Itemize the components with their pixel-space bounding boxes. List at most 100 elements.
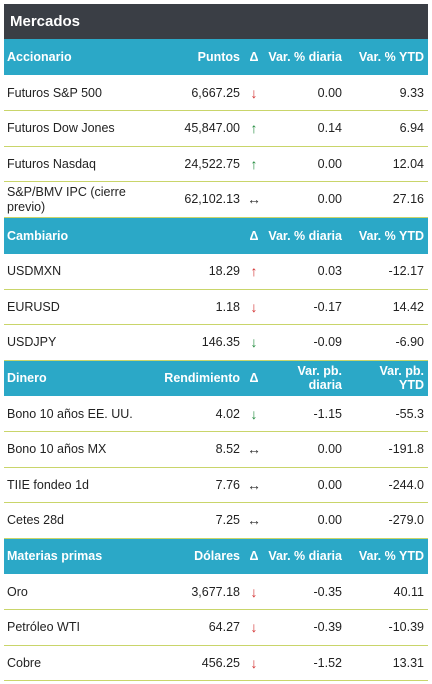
column-header-daily-change: Var. % diaria — [264, 217, 348, 254]
instrument-value: 24,522.75 — [156, 146, 244, 182]
column-header-delta: Δ — [244, 538, 264, 574]
table-row: Oro 3,677.18 ↓ -0.35 40.11 — [4, 574, 428, 610]
daily-change: 0.00 — [264, 467, 348, 503]
instrument-name: Futuros S&P 500 — [4, 75, 156, 111]
instrument-value: 4.02 — [156, 396, 244, 432]
column-header-ytd-change: Var. % YTD — [348, 39, 428, 75]
trend-arrow-icon: ↑ — [244, 253, 264, 290]
table-row: Futuros Dow Jones 45,847.00 ↑ 0.14 6.94 — [4, 110, 428, 147]
table-row: EURUSD 1.18 ↓ -0.17 14.42 — [4, 289, 428, 325]
trend-arrow-icon: ↑ — [244, 110, 264, 147]
section-title: Cambiario — [4, 217, 156, 254]
column-header-value: Dólares — [156, 538, 244, 574]
ytd-change: 40.11 — [348, 574, 428, 610]
table-row: Futuros Nasdaq 24,522.75 ↑ 0.00 12.04 — [4, 146, 428, 182]
trend-arrow-icon: ↔ — [244, 431, 264, 468]
instrument-name: EURUSD — [4, 289, 156, 325]
table-row: Petróleo WTI 64.27 ↓ -0.39 -10.39 — [4, 609, 428, 646]
trend-arrow-icon: ↓ — [244, 289, 264, 325]
instrument-name: Oro — [4, 574, 156, 610]
section-header: Dinero Rendimiento Δ Var. pb. diaria Var. pb… — [4, 360, 428, 396]
daily-change: -1.15 — [264, 396, 348, 432]
ytd-change: -10.39 — [348, 609, 428, 646]
column-header-value: Rendimiento — [156, 360, 244, 396]
ytd-change: -12.17 — [348, 253, 428, 290]
section-header: Accionario Puntos Δ Var. % diaria Var. % YTD — [4, 39, 428, 75]
ytd-change: -6.90 — [348, 324, 428, 361]
daily-change: 0.00 — [264, 181, 348, 218]
instrument-value: 64.27 — [156, 609, 244, 646]
trend-arrow-icon: ↓ — [244, 324, 264, 361]
section-title: Accionario — [4, 39, 156, 75]
daily-change: 0.14 — [264, 110, 348, 147]
ytd-change: 13.31 — [348, 645, 428, 681]
daily-change: 0.00 — [264, 75, 348, 111]
trend-arrow-icon: ↓ — [244, 396, 264, 432]
daily-change: -1.52 — [264, 645, 348, 681]
section-header: Cambiario Δ Var. % diaria Var. % YTD — [4, 217, 428, 254]
instrument-value: 8.52 — [156, 431, 244, 468]
table-row: Cetes 28d 7.25 ↔ 0.00 -279.0 — [4, 502, 428, 539]
instrument-name: Petróleo WTI — [4, 609, 156, 646]
instrument-value: 62,102.13 — [156, 181, 244, 218]
ytd-change: 27.16 — [348, 181, 428, 218]
instrument-name: S&P/BMV IPC (cierre previo) — [4, 181, 156, 218]
column-header-value: Puntos — [156, 39, 244, 75]
instrument-name: Futuros Nasdaq — [4, 146, 156, 182]
trend-arrow-icon: ↔ — [244, 467, 264, 503]
column-header-delta: Δ — [244, 39, 264, 75]
table-row: Futuros S&P 500 6,667.25 ↓ 0.00 9.33 — [4, 75, 428, 111]
section-title: Dinero — [4, 360, 156, 396]
column-header-ytd-change: Var. % YTD — [348, 217, 428, 254]
column-header-daily-change: Var. pb. diaria — [264, 360, 348, 396]
ytd-change: 14.42 — [348, 289, 428, 325]
table-row: TIIE fondeo 1d 7.76 ↔ 0.00 -244.0 — [4, 467, 428, 503]
panel-title: Mercados — [4, 4, 428, 39]
instrument-name: Bono 10 años EE. UU. — [4, 396, 156, 432]
ytd-change: -244.0 — [348, 467, 428, 503]
daily-change: 0.00 — [264, 431, 348, 468]
column-header-delta: Δ — [244, 360, 264, 396]
table-row: S&P/BMV IPC (cierre previo) 62,102.13 ↔ 0.0… — [4, 181, 428, 218]
instrument-value: 3,677.18 — [156, 574, 244, 610]
ytd-change: 6.94 — [348, 110, 428, 147]
instrument-name: TIIE fondeo 1d — [4, 467, 156, 503]
daily-change: 0.00 — [264, 502, 348, 539]
daily-change: -0.09 — [264, 324, 348, 361]
column-header-value — [156, 217, 244, 254]
ytd-change: 12.04 — [348, 146, 428, 182]
trend-arrow-icon: ↓ — [244, 75, 264, 111]
ytd-change: -191.8 — [348, 431, 428, 468]
instrument-name: USDJPY — [4, 324, 156, 361]
instrument-value: 6,667.25 — [156, 75, 244, 111]
section-title: Materias primas — [4, 538, 156, 574]
instrument-value: 1.18 — [156, 289, 244, 325]
instrument-value: 456.25 — [156, 645, 244, 681]
instrument-value: 18.29 — [156, 253, 244, 290]
table-row: Bono 10 años EE. UU. 4.02 ↓ -1.15 -55.3 — [4, 396, 428, 432]
table-row: Cobre 456.25 ↓ -1.52 13.31 — [4, 645, 428, 681]
column-header-daily-change: Var. % diaria — [264, 538, 348, 574]
ytd-change: -279.0 — [348, 502, 428, 539]
column-header-ytd-change: Var. pb. YTD — [348, 360, 428, 396]
instrument-name: Cobre — [4, 645, 156, 681]
section-header: Materias primas Dólares Δ Var. % diaria Var.… — [4, 538, 428, 574]
instrument-value: 7.76 — [156, 467, 244, 503]
trend-arrow-icon: ↔ — [244, 181, 264, 218]
ytd-change: 9.33 — [348, 75, 428, 111]
table-row: Bono 10 años MX 8.52 ↔ 0.00 -191.8 — [4, 431, 428, 468]
table-row: USDJPY 146.35 ↓ -0.09 -6.90 — [4, 324, 428, 361]
daily-change: -0.39 — [264, 609, 348, 646]
trend-arrow-icon: ↓ — [244, 574, 264, 610]
instrument-name: Cetes 28d — [4, 502, 156, 539]
daily-change: 0.00 — [264, 146, 348, 182]
trend-arrow-icon: ↓ — [244, 609, 264, 646]
daily-change: 0.03 — [264, 253, 348, 290]
trend-arrow-icon: ↓ — [244, 645, 264, 681]
daily-change: -0.35 — [264, 574, 348, 610]
instrument-name: USDMXN — [4, 253, 156, 290]
instrument-name: Bono 10 años MX — [4, 431, 156, 468]
instrument-value: 146.35 — [156, 324, 244, 361]
markets-table: Accionario Puntos Δ Var. % diaria Var. % YTD… — [4, 39, 428, 681]
